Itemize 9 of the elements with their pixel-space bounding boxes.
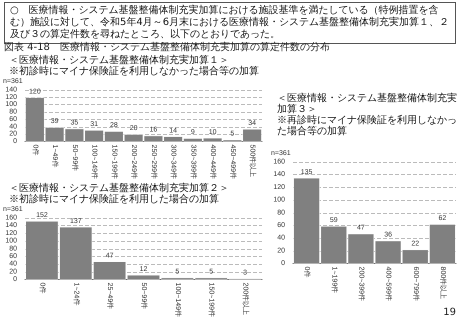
chart-title: ＜医療情報・システム基盤整備体制充実加算２＞ bbox=[9, 182, 229, 194]
text: ○ 医療情報・システム基盤整備体制充実加算における施設基準を満たしている（特例措置を含む）施設に対して、令和5年4月～6月末における医療情報・システム基盤整備体制充実加算１、２及び３の算定件数を尋ねたところ、以下のとおりであった。 bbox=[10, 5, 450, 40]
text: 19 bbox=[443, 307, 456, 318]
chart-title: ＜医療情報・システム基盤整備体制充実加算３＞ bbox=[277, 92, 457, 115]
chart-title: ＜医療情報・システム基盤整備体制充実加算１＞ bbox=[9, 54, 229, 66]
text: 図表 4-18 医療情報・システム基盤整備体制充実加算の算定件数の分布 bbox=[4, 42, 330, 54]
chart-subtitle: ※再診時にマイナ保険証を利用しなかった場合等の加算 bbox=[277, 114, 457, 137]
chart-subtitle: ※初診時にマイナ保険証を利用しなかった場合等の加算 bbox=[9, 65, 259, 77]
chart-subtitle: ※初診時にマイナ保険証を利用した場合の加算 bbox=[9, 193, 219, 205]
